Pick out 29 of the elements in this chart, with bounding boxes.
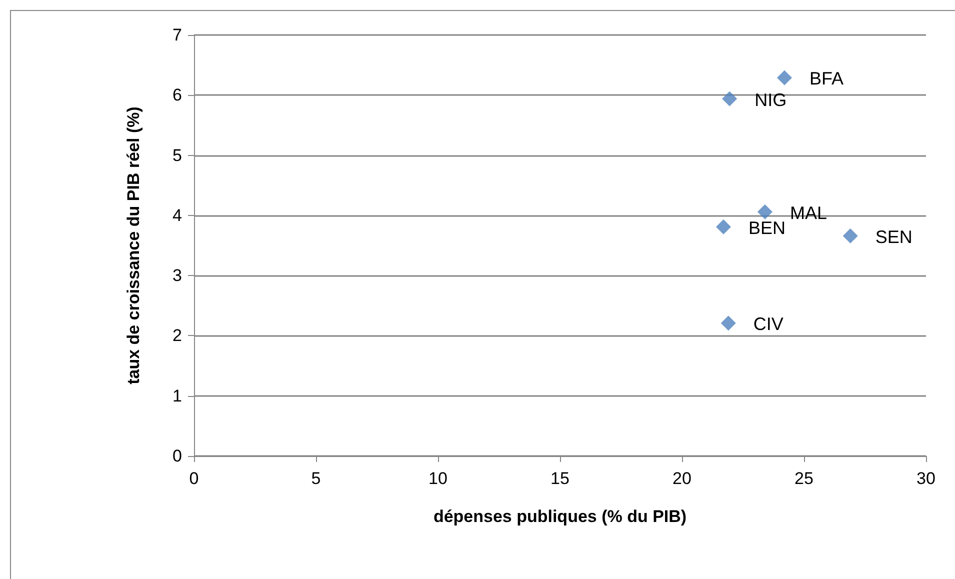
y-tick-label: 3 xyxy=(172,266,182,286)
y-tick-label: 6 xyxy=(172,86,182,105)
point xyxy=(722,91,738,106)
point xyxy=(757,204,772,220)
y-tick-label: 0 xyxy=(172,446,182,466)
annotation: CIV xyxy=(753,314,784,334)
x-tick-label: 10 xyxy=(428,469,448,488)
x-tick-label: 5 xyxy=(311,469,321,488)
point xyxy=(720,316,736,331)
x-axis-title: dépenses publiques (% du PIB) xyxy=(433,507,687,526)
point xyxy=(842,228,858,244)
annotation: BFA xyxy=(809,68,844,89)
y-tick-label: 7 xyxy=(172,26,182,44)
annotation: BEN xyxy=(748,218,786,238)
x-tick-label: 20 xyxy=(672,469,692,488)
y-tick-label: 2 xyxy=(172,326,182,346)
y-axis-title: taux de croissance du PIB réel (%) xyxy=(124,106,143,384)
y-tick-label: 1 xyxy=(172,386,182,406)
x-tick-label: 25 xyxy=(794,469,814,488)
x-tick-label: 0 xyxy=(189,469,199,488)
annotation: NIG xyxy=(754,90,787,110)
annotation: MAL xyxy=(790,202,827,223)
point xyxy=(776,70,792,86)
y-tick-label: 4 xyxy=(172,206,182,225)
point xyxy=(716,219,731,234)
x-tick-label: 15 xyxy=(550,469,570,488)
y-tick-label: 5 xyxy=(172,146,182,165)
x-tick-label: 30 xyxy=(916,469,936,488)
annotation: SEN xyxy=(875,226,912,247)
